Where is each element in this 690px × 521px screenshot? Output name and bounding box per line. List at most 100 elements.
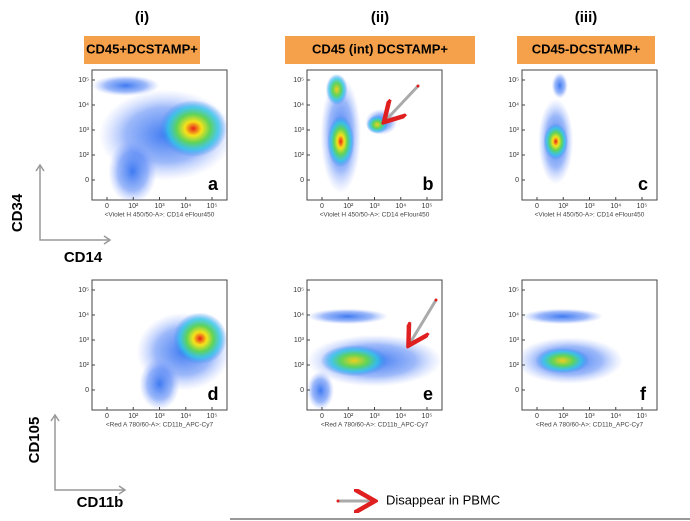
x-tick-label: 10² xyxy=(343,413,354,420)
x-tick-label: 10⁵ xyxy=(422,413,433,420)
pointer-arrow xyxy=(410,299,438,343)
axis-label: CD105 xyxy=(26,417,43,464)
header-box xyxy=(517,36,655,64)
panel-letter: e xyxy=(423,384,433,404)
density-cloud xyxy=(522,308,624,384)
y-tick-label: 10³ xyxy=(79,337,90,344)
y-tick-label: 10² xyxy=(79,362,90,369)
plot-panel: 10⁵ 10⁴ 10³ 10² 0 0 10² 10³ 10⁴ 10⁵ <Red A 780/60-… xyxy=(508,279,658,429)
x-tick-label: 0 xyxy=(105,413,109,420)
y-tick-label: 0 xyxy=(300,177,304,184)
panel-letter: a xyxy=(208,174,219,194)
y-tick-label: 10³ xyxy=(509,337,520,344)
y-tick-label: 10⁵ xyxy=(508,287,519,294)
x-tick-label: 10³ xyxy=(584,203,595,210)
legend: Disappear in PBMC xyxy=(336,492,500,507)
x-tick-label: 10³ xyxy=(584,413,595,420)
y-tick-label: 10⁵ xyxy=(78,77,89,84)
density xyxy=(325,73,348,106)
density xyxy=(522,308,603,325)
header-box xyxy=(84,36,200,64)
density xyxy=(535,347,590,374)
panel-letter: b xyxy=(423,174,434,194)
y-tick-label: 10⁵ xyxy=(293,77,304,84)
x-caption: <Violet H 450/50-A>: CD14 eFlour450 xyxy=(320,212,430,219)
y-tick-label: 10⁴ xyxy=(508,312,519,319)
column-numeral: (iii) xyxy=(575,9,598,26)
x-tick-label: 10² xyxy=(128,413,139,420)
density xyxy=(307,371,334,410)
density xyxy=(543,123,568,160)
density xyxy=(366,115,389,134)
y-tick-label: 10² xyxy=(509,362,520,369)
x-tick-label: 10⁴ xyxy=(395,203,406,210)
column-numeral: (ii) xyxy=(371,9,389,26)
y-tick-label: 0 xyxy=(85,387,89,394)
pointer-tail xyxy=(434,298,438,302)
density-cloud xyxy=(92,75,227,200)
column-label: CD45+DCSTAMP+ xyxy=(86,41,198,56)
x-tick-label: 10⁵ xyxy=(637,413,648,420)
x-tick-label: 10² xyxy=(128,203,139,210)
axis-label: CD14 xyxy=(64,249,103,266)
y-tick-label: 10⁵ xyxy=(78,287,89,294)
x-tick-label: 10³ xyxy=(369,203,380,210)
x-tick-label: 10⁴ xyxy=(395,413,406,420)
column-numeral: (i) xyxy=(135,9,149,26)
legend-text: Disappear in PBMC xyxy=(386,492,500,507)
density xyxy=(173,312,227,365)
header-box xyxy=(285,36,475,64)
density xyxy=(108,138,157,200)
y-tick-label: 10⁵ xyxy=(293,287,304,294)
y-tick-label: 10² xyxy=(509,152,520,159)
y-tick-label: 10² xyxy=(294,362,305,369)
panel-letter: d xyxy=(208,384,219,404)
pointer-arrow xyxy=(386,84,420,120)
density xyxy=(307,308,388,325)
x-tick-label: 10⁵ xyxy=(637,203,648,210)
x-tick-label: 10² xyxy=(343,203,354,210)
x-tick-label: 10² xyxy=(558,203,569,210)
plot-panel: 10⁵ 10⁴ 10³ 10² 0 0 10² 10³ 10⁴ 10⁵ <Violet H 450/… xyxy=(78,69,228,219)
plot-panel: 10⁵ 10⁴ 10³ 10² 0 0 10² 10³ 10⁴ 10⁵ <Violet H 450/… xyxy=(293,69,443,219)
y-tick-label: 10³ xyxy=(509,127,520,134)
y-tick-label: 0 xyxy=(300,387,304,394)
density-cloud xyxy=(136,312,227,410)
pointer-tail xyxy=(416,84,420,88)
x-caption: <Violet H 450/50-A>: CD14 eFlour450 xyxy=(105,212,215,219)
plot-panel: 10⁵ 10⁴ 10³ 10² 0 0 10² 10³ 10⁴ 10⁵ <Red A 780/60-… xyxy=(78,279,228,429)
y-tick-label: 10² xyxy=(79,152,90,159)
y-tick-label: 10⁴ xyxy=(293,102,304,109)
y-tick-label: 10⁵ xyxy=(508,77,519,84)
panel-letter: f xyxy=(640,384,647,404)
plot-panel: 10⁵ 10⁴ 10³ 10² 0 0 10² 10³ 10⁴ 10⁵ <Violet H 450/… xyxy=(508,69,658,219)
x-tick-label: 10⁴ xyxy=(180,203,191,210)
panel-letter: c xyxy=(638,174,648,194)
y-tick-label: 10² xyxy=(294,152,305,159)
density-cloud xyxy=(320,73,398,194)
y-tick-label: 10³ xyxy=(79,127,90,134)
x-tick-label: 0 xyxy=(105,203,109,210)
x-tick-label: 10⁴ xyxy=(610,203,621,210)
x-tick-label: 0 xyxy=(535,413,539,420)
x-tick-label: 0 xyxy=(535,203,539,210)
x-tick-label: 10² xyxy=(558,413,569,420)
density-cloud xyxy=(538,72,574,185)
x-caption: <Violet H 450/50-A>: CD14 eFlour450 xyxy=(535,212,645,219)
x-tick-label: 10³ xyxy=(154,413,165,420)
plot-panel: 10⁵ 10⁴ 10³ 10² 0 0 10² 10³ 10⁴ 10⁵ <Red A 780/60-… xyxy=(293,279,443,429)
density xyxy=(159,99,227,158)
y-tick-label: 10⁴ xyxy=(508,102,519,109)
density xyxy=(320,345,388,377)
x-tick-label: 10⁵ xyxy=(207,203,218,210)
x-tick-label: 0 xyxy=(320,413,324,420)
x-caption: <Red A 780/60-A>: CD11b_APC-Cy7 xyxy=(106,422,214,429)
y-tick-label: 0 xyxy=(515,387,519,394)
x-tick-label: 10³ xyxy=(154,203,165,210)
density xyxy=(139,358,180,410)
y-tick-label: 10³ xyxy=(294,127,305,134)
top-axes-indicator xyxy=(35,163,127,495)
axis-label: CD34 xyxy=(9,193,26,232)
column-label: CD45 (int) DCSTAMP+ xyxy=(312,41,448,56)
